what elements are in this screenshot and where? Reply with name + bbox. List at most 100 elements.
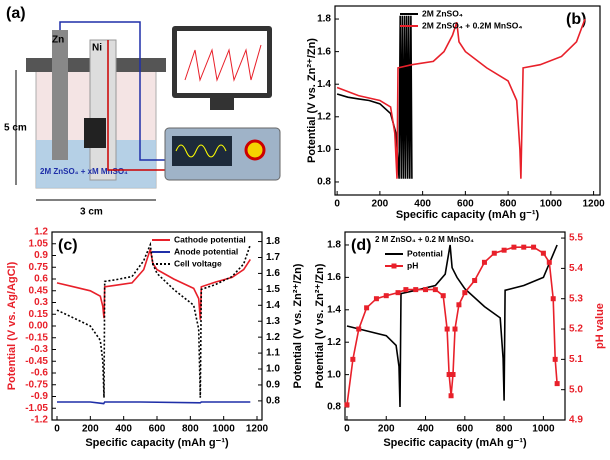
- x-tick-label: 1200: [246, 424, 269, 435]
- y-tick-label: 1.0: [317, 144, 331, 155]
- y-tick-label: 1.05: [29, 238, 49, 249]
- series-line: [56, 241, 252, 398]
- x-tick-label: 200: [372, 199, 389, 210]
- marker: [395, 290, 401, 296]
- panel-label: (c): [58, 237, 78, 254]
- stand: [210, 98, 234, 110]
- y-tick-label: -0.3: [31, 344, 49, 355]
- marker: [446, 372, 452, 378]
- y2-tick-label: 1.6: [266, 268, 280, 279]
- marker: [448, 393, 454, 399]
- y-axis-label: Potential (V vs. Ag/AgCl): [6, 261, 18, 390]
- y2-tick-label: 5.2: [569, 324, 583, 335]
- y-tick-label: -0.45: [25, 356, 48, 367]
- screen: [177, 31, 267, 93]
- y-tick-label: 0.9: [34, 250, 48, 261]
- y-tick-label: 1.2: [34, 227, 48, 238]
- marker: [491, 250, 497, 256]
- marker: [356, 326, 362, 332]
- y2-axis-label: Potential (V vs. Zn²⁺/Zn): [292, 263, 304, 388]
- y2-tick-label: 5.4: [569, 263, 583, 274]
- marker: [540, 250, 546, 256]
- y2-tick-label: 1.3: [266, 316, 280, 327]
- y2-tick-label: 5.0: [569, 384, 583, 395]
- marker: [403, 287, 409, 293]
- plot-frame: [334, 5, 601, 196]
- screen-plot: [184, 44, 262, 82]
- panel-label: (b): [566, 11, 586, 28]
- legend-label: 2M ZnSO₄ + 0.2M MnSO₄: [422, 20, 522, 30]
- y2-tick-label: 1.1: [266, 348, 280, 359]
- x-tick-label: 1000: [532, 424, 555, 435]
- y-tick-label: 0.3: [34, 297, 48, 308]
- marker: [413, 287, 419, 293]
- x-tick-label: 0: [334, 199, 340, 210]
- y2-axis-label: pH value: [594, 303, 606, 349]
- y-tick-label: 1.6: [317, 46, 331, 57]
- cathode-film: [84, 118, 106, 148]
- panel-label: (a): [6, 5, 26, 22]
- y-tick-label: 1.2: [317, 111, 331, 122]
- marker: [373, 296, 379, 302]
- legend-label: pH: [407, 260, 418, 270]
- marker: [440, 293, 446, 299]
- marker: [531, 244, 537, 250]
- cathode-label: Ni: [92, 43, 102, 54]
- y-tick-label: -0.15: [25, 332, 48, 343]
- y-axis-label: Potential (V vs. Zn²⁺/Zn): [306, 38, 318, 163]
- marker: [481, 259, 487, 265]
- series-line: [346, 244, 558, 408]
- series-line: [336, 15, 413, 179]
- x-axis-label: Specific capacity (mAh g⁻¹): [396, 209, 540, 221]
- y-tick-label: -0.75: [25, 379, 48, 390]
- y2-tick-label: 1.7: [266, 252, 280, 263]
- x-axis-label: Specific capacity (mAh g⁻¹): [383, 437, 527, 449]
- series-line: [346, 246, 558, 405]
- y-tick-label: 1.0: [327, 369, 341, 380]
- x-tick-label: 0: [344, 424, 350, 435]
- electrolyte-label: 2M ZnSO₄ + xM MnSO₄: [40, 167, 128, 176]
- x-tick-label: 600: [457, 199, 474, 210]
- y-tick-label: -1.2: [31, 415, 49, 426]
- x-tick-label: 400: [414, 199, 431, 210]
- x-tick-label: 800: [182, 424, 199, 435]
- plot-frame: [344, 231, 566, 421]
- marker: [472, 278, 478, 284]
- marker: [452, 326, 458, 332]
- y2-tick-label: 1.0: [266, 364, 280, 375]
- x-axis-label: Specific capacity (mAh g⁻¹): [85, 437, 229, 449]
- marker: [462, 290, 468, 296]
- knob: [244, 139, 266, 161]
- schematic: (a) Zn Ni 5 cm 3 cm 2M ZnSO₄ + xM MnSO₄: [4, 5, 281, 218]
- y-tick-label: 0.15: [29, 309, 49, 320]
- y-tick-label: 0.6: [34, 274, 48, 285]
- legend-label: 2M ZnSO₄: [422, 8, 463, 18]
- x-tick-label: 600: [456, 424, 473, 435]
- marker: [552, 356, 558, 362]
- marker: [432, 287, 438, 293]
- legend-label: Cell voltage: [174, 258, 222, 268]
- y2-tick-label: 4.9: [569, 415, 583, 426]
- height-label: 5 cm: [4, 123, 27, 134]
- y-tick-label: 1.4: [317, 79, 331, 90]
- x-tick-label: 800: [496, 424, 513, 435]
- y-tick-label: 1.2: [327, 337, 341, 348]
- marker: [423, 287, 429, 293]
- marker: [350, 356, 356, 362]
- y2-tick-label: 1.2: [266, 332, 280, 343]
- marker: [444, 326, 450, 332]
- legend-marker: [391, 263, 397, 269]
- y-tick-label: -0.9: [31, 391, 49, 402]
- marker: [554, 381, 560, 387]
- x-tick-label: 0: [54, 424, 60, 435]
- tester-screen: [172, 136, 232, 166]
- wire: [107, 40, 190, 171]
- x-tick-label: 1200: [582, 199, 605, 210]
- y2-tick-label: 5.5: [569, 233, 583, 244]
- zn-electrode: [52, 30, 68, 160]
- waveform: [175, 144, 227, 158]
- x-tick-label: 400: [417, 424, 434, 435]
- y2-tick-label: 0.9: [266, 380, 280, 391]
- series-line: [336, 18, 586, 179]
- width-label: 3 cm: [80, 207, 103, 218]
